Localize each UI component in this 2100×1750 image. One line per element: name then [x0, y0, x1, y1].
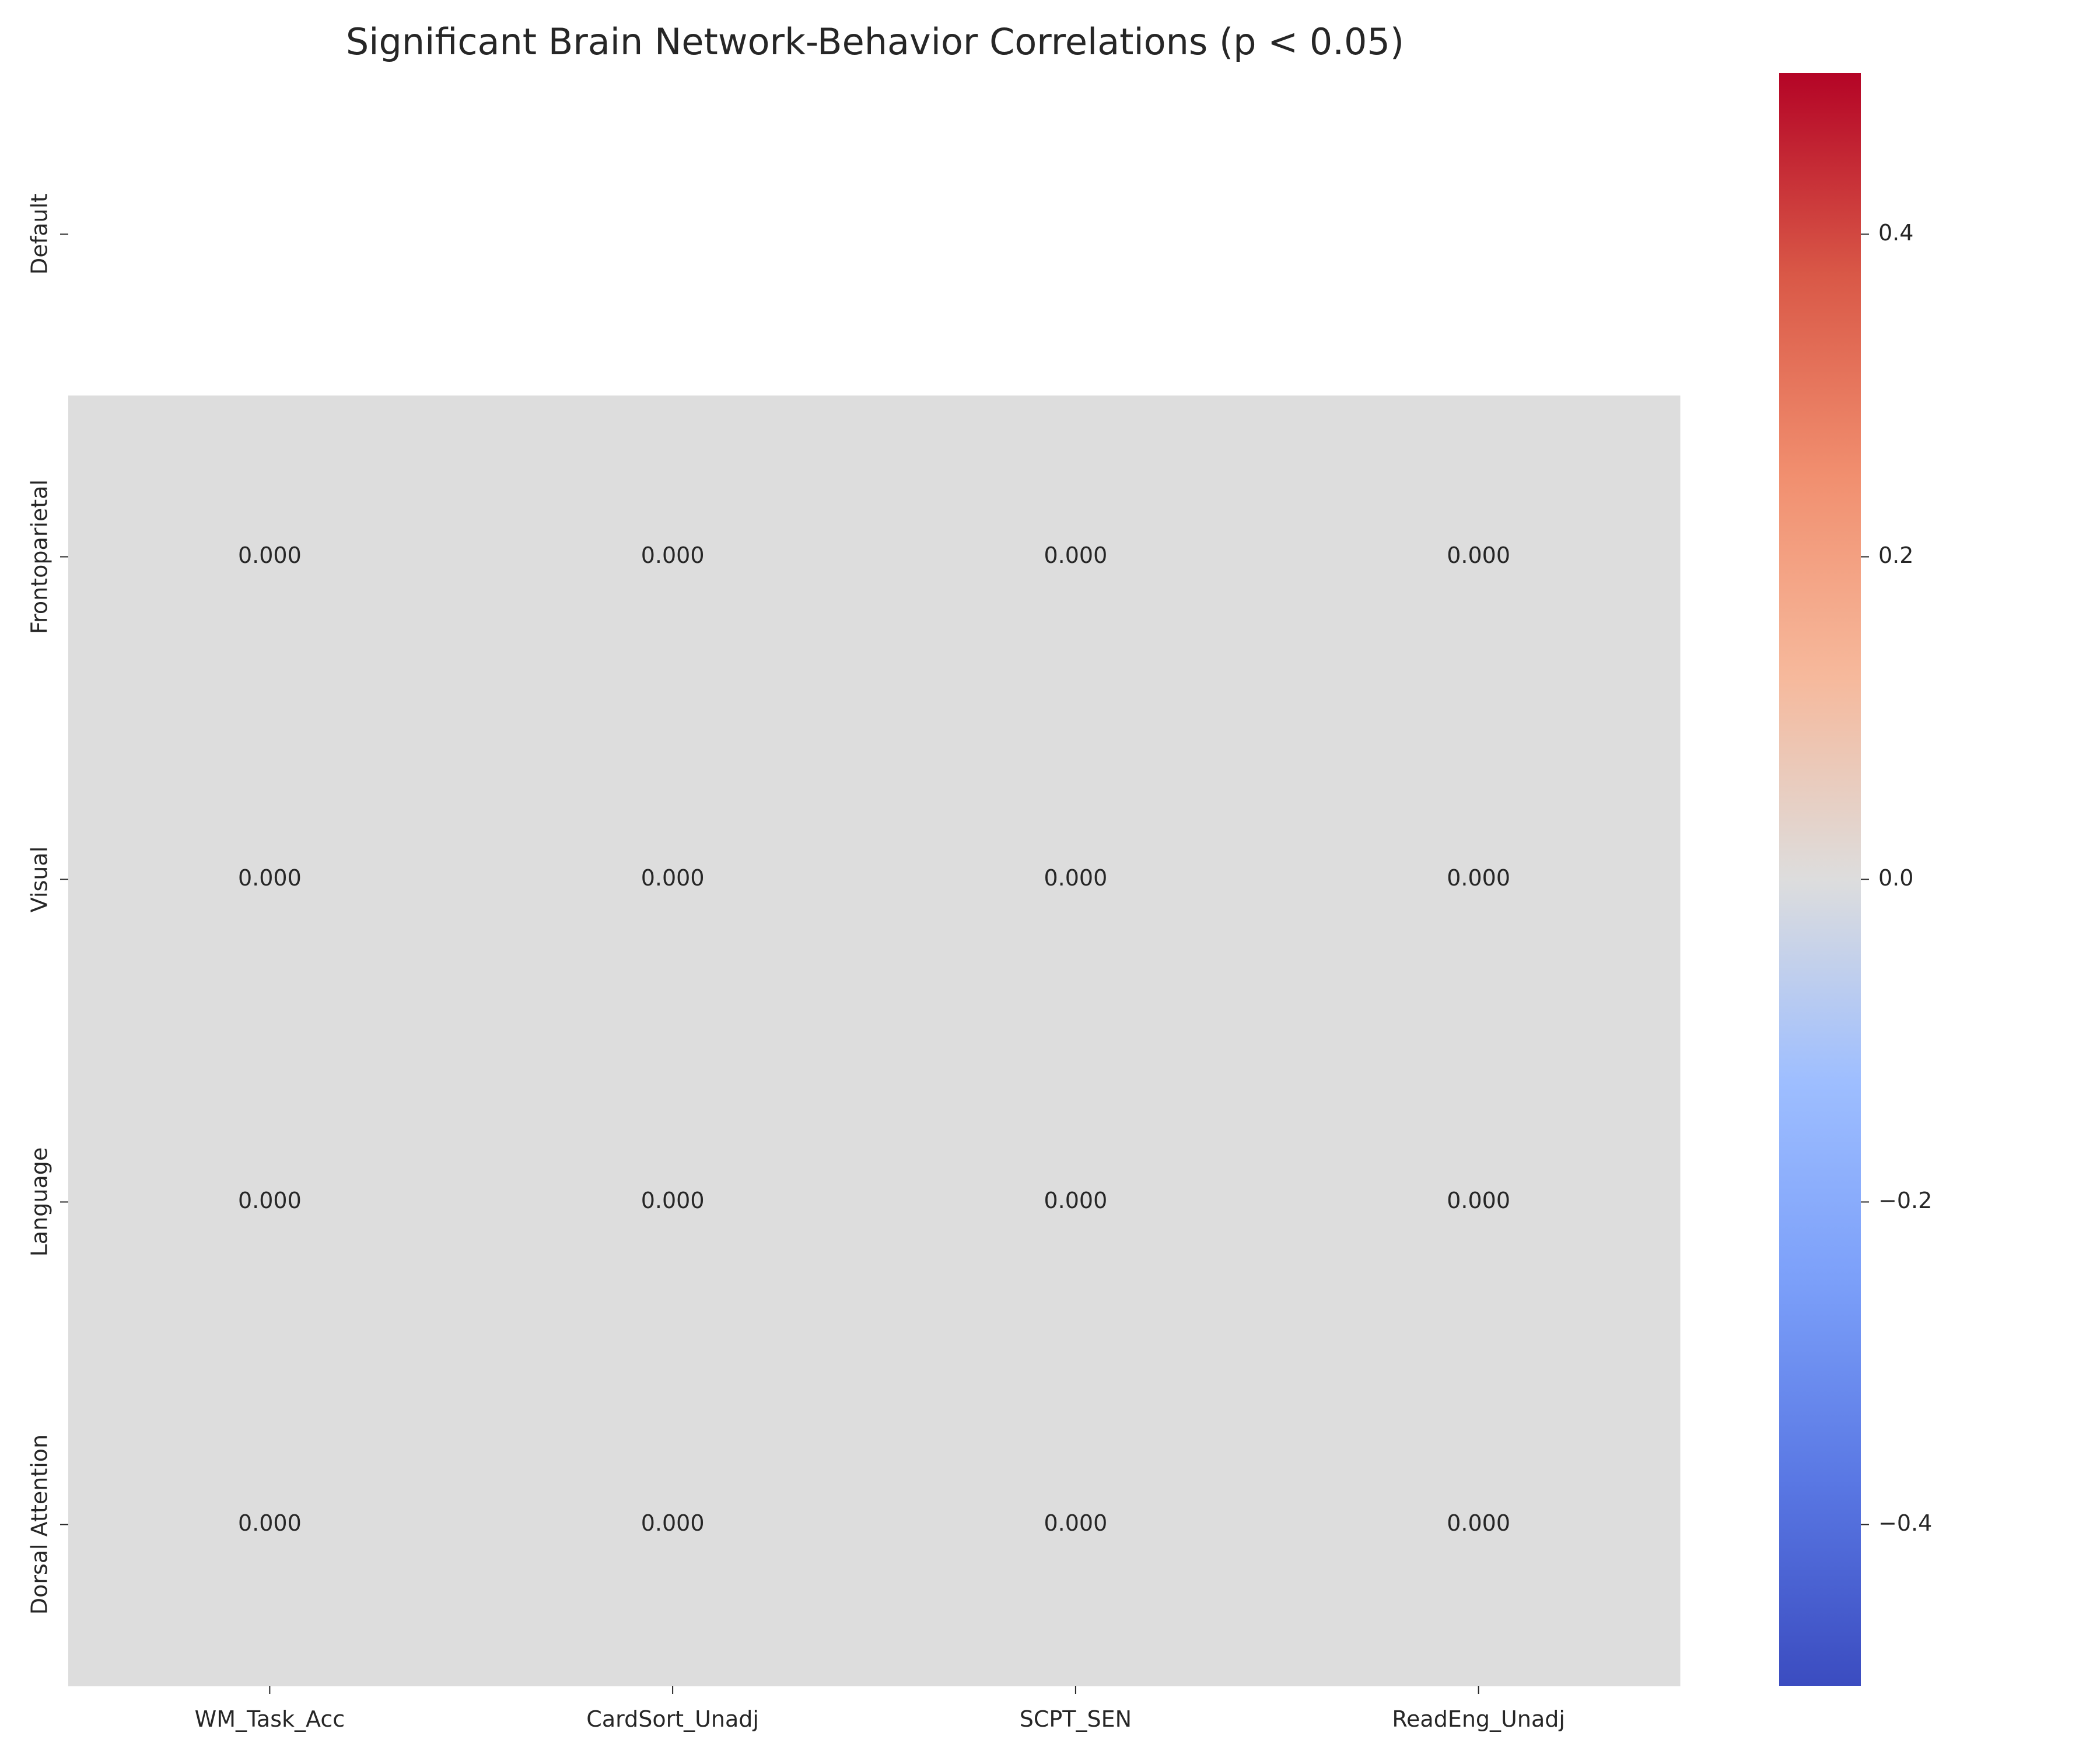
cell-value-label: 0.000 [238, 865, 302, 891]
x-axis: WM_Task_Acc CardSort_Unadj SCPT_SEN ReadEng… [195, 1686, 1565, 1732]
cell-value-label: 0.000 [238, 542, 302, 568]
colorbar [1779, 73, 1861, 1686]
cell-value-label: 0.000 [641, 865, 705, 891]
cell-value-label: 0.000 [1447, 542, 1510, 568]
heatmap-cell [471, 1041, 874, 1364]
colorbar-tick-label: −0.4 [1878, 1510, 1932, 1536]
heatmap-cell [874, 718, 1278, 1041]
cell-value-label: 0.000 [1044, 1510, 1107, 1536]
y-tick-label: Visual [27, 846, 52, 912]
heatmap-cell [874, 1363, 1278, 1686]
heatmap-cell [1277, 1363, 1681, 1686]
y-tick-label: Default [27, 194, 52, 275]
heatmap-cell [68, 1041, 472, 1364]
colorbar-tick-label: 0.0 [1878, 865, 1913, 891]
cell-value-label: 0.000 [1044, 1188, 1107, 1213]
cell-value-label: 0.000 [1447, 865, 1510, 891]
heatmap-cell [471, 1363, 874, 1686]
y-tick-label: Frontoparietal [27, 480, 52, 634]
cell-value-label: 0.000 [641, 1188, 705, 1213]
colorbar-axis: 0.4 0.2 0.0 −0.2 −0.4 [1861, 220, 1932, 1536]
cell-value-label: 0.000 [238, 1510, 302, 1536]
heatmap-cell [1277, 1041, 1681, 1364]
heatmap-cell [68, 1363, 472, 1686]
x-tick-label: SCPT_SEN [1020, 1706, 1132, 1732]
heatmap-cell [874, 1041, 1278, 1364]
y-tick-label: Language [27, 1147, 52, 1257]
heatmap-cell [68, 718, 472, 1041]
heatmap-cell [1277, 396, 1681, 719]
x-tick-label: ReadEng_Unadj [1392, 1706, 1565, 1732]
cell-value-label: 0.000 [1447, 1188, 1510, 1213]
y-axis: Default Frontoparietal Visual Language Dorsa… [27, 194, 68, 1615]
colorbar-tick-label: −0.2 [1878, 1188, 1932, 1213]
heatmap-cells [68, 396, 1681, 1686]
cell-value-label: 0.000 [641, 1510, 705, 1536]
heatmap-cell [68, 396, 472, 719]
cell-value-label: 0.000 [238, 1188, 302, 1213]
x-tick-label: CardSort_Unadj [586, 1706, 759, 1732]
y-tick-label: Dorsal Attention [27, 1434, 52, 1615]
x-tick-label: WM_Task_Acc [195, 1706, 345, 1732]
heatmap-cell [471, 718, 874, 1041]
cell-value-label: 0.000 [1447, 1510, 1510, 1536]
heatmap-cell [874, 396, 1278, 719]
cell-value-label: 0.000 [1044, 542, 1107, 568]
colorbar-tick-label: 0.2 [1878, 542, 1913, 568]
colorbar-tick-label: 0.4 [1878, 220, 1913, 246]
chart-title: Significant Brain Network-Behavior Corre… [346, 20, 1404, 63]
heatmap-cell-labels: 0.000 0.000 0.000 0.000 0.000 0.000 0.000 0.000… [238, 542, 1510, 1536]
heatmap-cell [1277, 718, 1681, 1041]
cell-value-label: 0.000 [641, 542, 705, 568]
heatmap-cell [471, 396, 874, 719]
cell-value-label: 0.000 [1044, 865, 1107, 891]
